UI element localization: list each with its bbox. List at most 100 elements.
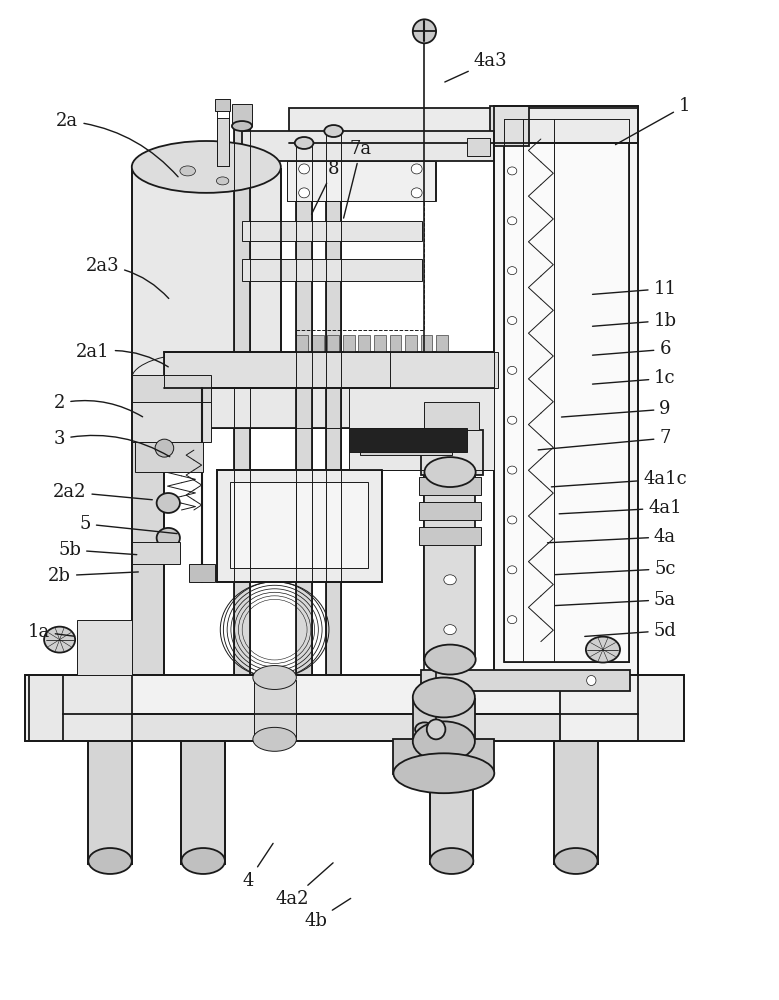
- Text: 2a: 2a: [56, 112, 178, 177]
- Ellipse shape: [88, 848, 132, 874]
- Polygon shape: [554, 741, 597, 864]
- Ellipse shape: [253, 727, 296, 751]
- Polygon shape: [296, 143, 312, 675]
- Ellipse shape: [411, 188, 422, 198]
- Bar: [217, 118, 229, 166]
- Ellipse shape: [253, 666, 296, 689]
- Ellipse shape: [132, 141, 280, 193]
- Ellipse shape: [294, 137, 313, 149]
- Polygon shape: [242, 131, 495, 161]
- Polygon shape: [421, 430, 483, 475]
- Ellipse shape: [587, 676, 596, 685]
- Polygon shape: [421, 335, 432, 352]
- Polygon shape: [343, 335, 354, 352]
- Polygon shape: [132, 402, 211, 442]
- Polygon shape: [405, 335, 417, 352]
- Ellipse shape: [507, 366, 516, 374]
- Polygon shape: [296, 335, 308, 352]
- Polygon shape: [182, 741, 225, 864]
- Ellipse shape: [507, 616, 516, 624]
- Ellipse shape: [393, 753, 495, 793]
- Bar: [491, 106, 529, 146]
- Ellipse shape: [507, 416, 516, 424]
- Ellipse shape: [507, 267, 516, 275]
- Text: 3: 3: [54, 430, 170, 457]
- Ellipse shape: [507, 566, 516, 574]
- Polygon shape: [132, 542, 180, 564]
- Ellipse shape: [507, 466, 516, 474]
- Ellipse shape: [444, 575, 456, 585]
- Text: 8: 8: [312, 160, 340, 214]
- Text: 1c: 1c: [593, 369, 676, 387]
- Polygon shape: [132, 169, 280, 378]
- Text: 4a: 4a: [548, 528, 676, 546]
- Bar: [467, 138, 491, 156]
- Ellipse shape: [427, 719, 446, 739]
- Polygon shape: [374, 335, 386, 352]
- Ellipse shape: [44, 627, 75, 653]
- Text: 4a2: 4a2: [276, 863, 333, 908]
- Polygon shape: [254, 680, 296, 741]
- Text: 2b: 2b: [48, 567, 139, 585]
- Ellipse shape: [182, 848, 225, 874]
- Ellipse shape: [413, 678, 475, 717]
- Ellipse shape: [430, 848, 474, 874]
- Ellipse shape: [554, 848, 597, 874]
- Polygon shape: [88, 741, 132, 864]
- Text: 7: 7: [538, 429, 671, 450]
- Polygon shape: [560, 675, 685, 741]
- Polygon shape: [393, 739, 495, 774]
- Text: 11: 11: [593, 280, 676, 298]
- Text: 1b: 1b: [593, 312, 676, 330]
- Polygon shape: [287, 161, 436, 201]
- Ellipse shape: [586, 637, 620, 663]
- Ellipse shape: [425, 457, 476, 487]
- Polygon shape: [217, 470, 382, 582]
- Polygon shape: [430, 741, 474, 864]
- Polygon shape: [242, 221, 422, 241]
- Polygon shape: [413, 699, 475, 741]
- Text: 2a3: 2a3: [86, 257, 169, 298]
- Text: 1a: 1a: [27, 623, 75, 641]
- Polygon shape: [349, 388, 495, 470]
- Polygon shape: [231, 482, 368, 568]
- Polygon shape: [77, 620, 132, 675]
- Polygon shape: [419, 527, 481, 545]
- Polygon shape: [419, 502, 481, 520]
- Bar: [296, 201, 425, 330]
- Ellipse shape: [298, 188, 309, 198]
- Text: 5d: 5d: [585, 622, 676, 640]
- Polygon shape: [63, 675, 638, 714]
- Polygon shape: [132, 378, 164, 675]
- Bar: [288, 108, 638, 143]
- Bar: [215, 99, 231, 111]
- Polygon shape: [390, 352, 499, 388]
- Polygon shape: [242, 259, 422, 281]
- Polygon shape: [421, 670, 630, 691]
- Ellipse shape: [507, 317, 516, 324]
- Ellipse shape: [415, 722, 434, 736]
- Text: 6: 6: [593, 340, 671, 358]
- Bar: [232, 104, 252, 126]
- Text: 2a1: 2a1: [76, 343, 168, 367]
- Text: 4a3: 4a3: [445, 52, 507, 82]
- Ellipse shape: [507, 167, 516, 175]
- Polygon shape: [327, 335, 339, 352]
- Text: 5b: 5b: [58, 541, 137, 559]
- Polygon shape: [29, 675, 132, 741]
- Polygon shape: [25, 675, 94, 741]
- Text: 4: 4: [242, 843, 273, 890]
- Ellipse shape: [507, 516, 516, 524]
- Polygon shape: [390, 335, 401, 352]
- Ellipse shape: [157, 493, 180, 513]
- Polygon shape: [349, 428, 467, 452]
- Polygon shape: [63, 714, 638, 741]
- Text: 2: 2: [54, 394, 143, 417]
- Polygon shape: [425, 402, 479, 430]
- Text: 2a2: 2a2: [53, 483, 153, 501]
- Text: 5: 5: [79, 515, 177, 534]
- Text: 1: 1: [615, 97, 690, 145]
- Text: 5a: 5a: [555, 591, 676, 609]
- Text: 5c: 5c: [555, 560, 676, 578]
- Polygon shape: [326, 131, 341, 675]
